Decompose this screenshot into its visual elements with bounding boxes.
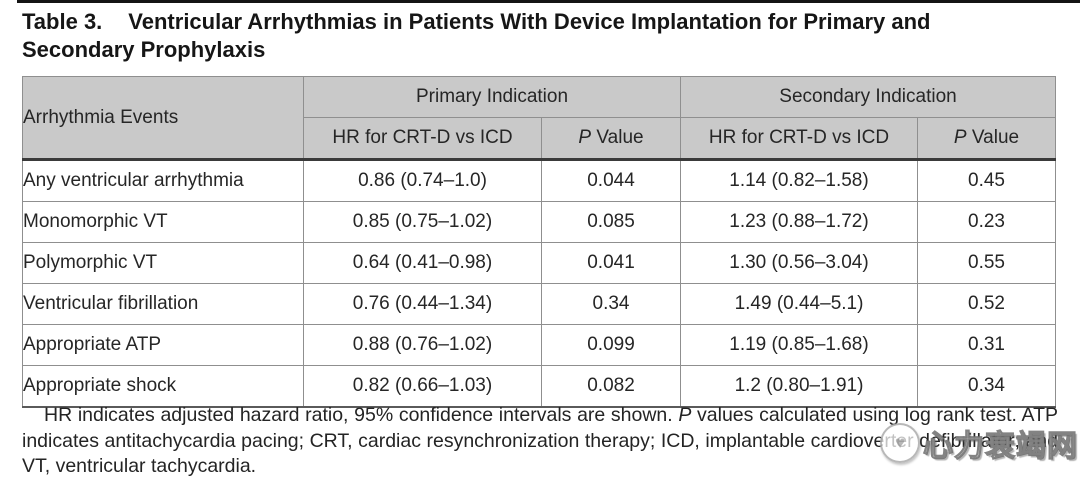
secondary-hr-cell: 1.14 (0.82–1.58) — [680, 159, 918, 202]
event-cell: Appropriate shock — [22, 365, 304, 408]
secondary-pvalue-cell: 0.52 — [916, 283, 1057, 325]
pvalue-p-italic: P — [578, 127, 592, 148]
caption-number: Table 3. — [22, 9, 103, 34]
secondary-hr-cell: 1.19 (0.85–1.68) — [680, 324, 918, 366]
primary-hr-cell: 0.82 (0.66–1.03) — [303, 365, 542, 408]
arrhythmia-table: Arrhythmia Events Primary Indication Sec… — [22, 76, 1057, 408]
primary-hr-cell: 0.86 (0.74–1.0) — [303, 159, 542, 202]
secondary-hr-cell: 1.23 (0.88–1.72) — [680, 201, 918, 243]
primary-hr-cell: 0.85 (0.75–1.02) — [303, 201, 542, 243]
secondary-hr-cell: 1.30 (0.56–3.04) — [680, 242, 918, 284]
primary-pvalue-cell: 0.041 — [541, 242, 681, 284]
header-hr-primary: HR for CRT-D vs ICD — [303, 117, 542, 160]
pvalue-rest: Value — [591, 127, 644, 148]
footnote: HR indicates adjusted hazard ratio, 95% … — [22, 403, 1058, 480]
primary-hr-cell: 0.88 (0.76–1.02) — [303, 324, 542, 366]
event-cell: Ventricular fibrillation — [22, 283, 304, 325]
table-row: Any ventricular arrhythmia 0.86 (0.74–1.… — [22, 159, 1057, 202]
secondary-pvalue-cell: 0.34 — [916, 365, 1057, 408]
footnote-p-italic: P — [678, 404, 692, 426]
primary-pvalue-cell: 0.34 — [541, 283, 681, 325]
primary-pvalue-cell: 0.044 — [541, 159, 681, 202]
header-hr-secondary: HR for CRT-D vs ICD — [680, 117, 918, 160]
event-cell: Polymorphic VT — [22, 242, 304, 284]
table-row: Monomorphic VT 0.85 (0.75–1.02) 0.085 1.… — [22, 201, 1057, 243]
header-row-subcolumns: HR for CRT-D vs ICD P Value HR for CRT-D… — [23, 117, 1057, 160]
pvalue-rest: Value — [966, 127, 1020, 148]
header-pvalue-secondary: P Value — [916, 117, 1057, 160]
table-caption: Table 3. Ventricular Arrhythmias in Patie… — [22, 8, 1042, 64]
primary-pvalue-cell: 0.085 — [541, 201, 681, 243]
secondary-pvalue-cell: 0.31 — [916, 324, 1057, 366]
table-row: Polymorphic VT 0.64 (0.41–0.98) 0.041 1.… — [22, 242, 1057, 284]
table-row: Ventricular fibrillation 0.76 (0.44–1.34… — [22, 283, 1057, 325]
primary-hr-cell: 0.76 (0.44–1.34) — [303, 283, 542, 325]
header-row-groups: Arrhythmia Events Primary Indication Sec… — [22, 76, 1057, 160]
primary-hr-cell: 0.64 (0.41–0.98) — [303, 242, 542, 284]
secondary-pvalue-cell: 0.55 — [916, 242, 1057, 284]
primary-pvalue-cell: 0.082 — [541, 365, 681, 408]
header-arrhythmia-events: Arrhythmia Events — [22, 76, 304, 160]
header-secondary-indication: Secondary Indication — [679, 76, 1057, 118]
event-cell: Any ventricular arrhythmia — [22, 159, 304, 202]
table-row: Appropriate ATP 0.88 (0.76–1.02) 0.099 1… — [22, 324, 1057, 366]
caption-text: Ventricular Arrhythmias in Patients With… — [22, 9, 931, 62]
table-row: Appropriate shock 0.82 (0.66–1.03) 0.082… — [22, 365, 1057, 408]
secondary-pvalue-cell: 0.45 — [916, 159, 1057, 202]
header-pvalue-primary: P Value — [541, 117, 681, 160]
primary-pvalue-cell: 0.099 — [541, 324, 681, 366]
top-border-line — [17, 0, 1080, 3]
secondary-hr-cell: 1.49 (0.44–5.1) — [680, 283, 918, 325]
footnote-part2: values calculated using log rank test. A… — [22, 404, 1058, 477]
secondary-hr-cell: 1.2 (0.80–1.91) — [680, 365, 918, 408]
event-cell: Appropriate ATP — [22, 324, 304, 366]
pvalue-p-italic: P — [953, 127, 967, 148]
event-cell: Monomorphic VT — [22, 201, 304, 243]
footnote-part1: HR indicates adjusted hazard ratio, 95% … — [44, 404, 679, 426]
header-primary-indication: Primary Indication — [303, 76, 681, 118]
secondary-pvalue-cell: 0.23 — [916, 201, 1057, 243]
